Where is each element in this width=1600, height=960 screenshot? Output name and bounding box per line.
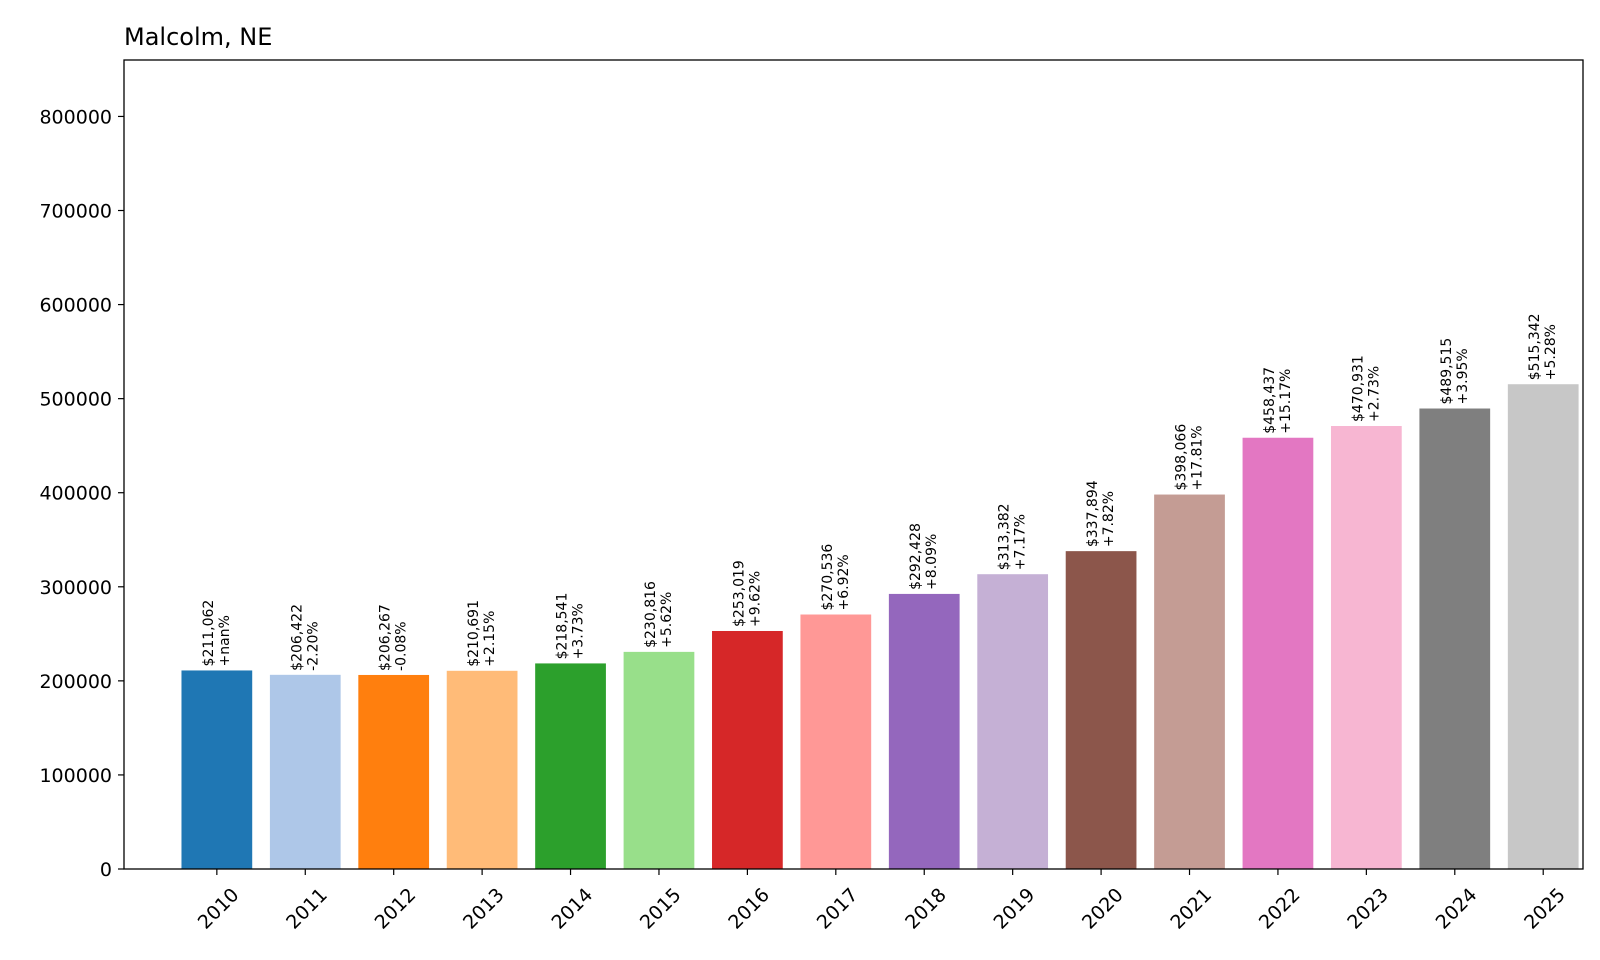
bars: [181, 384, 1579, 869]
bar: [1065, 551, 1137, 869]
bar-value-label: $253,019: [731, 560, 747, 627]
y-tick-label: 100000: [39, 765, 112, 787]
bar-value-label: $515,342: [1527, 313, 1543, 380]
bar: [446, 670, 518, 869]
bar-change-label: +6.92%: [836, 554, 852, 610]
bar-change-label: +7.17%: [1013, 514, 1029, 570]
bar-change-label: +17.81%: [1190, 425, 1206, 490]
bar: [712, 630, 783, 869]
x-tick-label: 2018: [901, 884, 951, 934]
bar: [181, 670, 253, 869]
chart-title: Malcolm, NE: [124, 23, 272, 51]
plot-frame: [123, 59, 1584, 870]
bar: [269, 674, 341, 869]
bar: [1507, 384, 1579, 869]
bar-change-label: +2.73%: [1366, 366, 1382, 422]
y-tick-label: 800000: [39, 106, 112, 128]
bar-value-label: $458,437: [1262, 367, 1278, 434]
x-tick-label: 2022: [1255, 884, 1305, 934]
bar-change-label: +15.17%: [1278, 369, 1294, 434]
bar-change-label: +3.73%: [571, 603, 587, 659]
x-tick-label: 2012: [371, 884, 421, 934]
y-tick-label: 500000: [39, 389, 112, 411]
bar-value-label: $211,062: [201, 600, 217, 667]
y-tick-label: 200000: [39, 671, 112, 693]
y-tick-label: 600000: [39, 295, 112, 317]
y-tick-label: 700000: [39, 201, 112, 223]
x-tick-label: 2024: [1432, 884, 1482, 934]
bar-value-label: $489,515: [1439, 338, 1455, 405]
x-axis: 2010 2011 2012 2013 2014 2015 2016 2017 2018 2019…: [194, 869, 1570, 934]
x-tick-label: 2017: [813, 884, 863, 934]
bar-value-label: $398,066: [1174, 424, 1190, 491]
bar-change-label: -2.20%: [305, 621, 321, 671]
x-tick-label: 2019: [990, 884, 1040, 934]
x-tick-label: 2011: [282, 884, 332, 934]
bar-value-label: $270,536: [820, 544, 836, 611]
bar: [888, 593, 960, 869]
bar-value-label: $313,382: [997, 503, 1013, 570]
bar-change-label: +8.09%: [924, 534, 940, 590]
bar: [1419, 408, 1491, 869]
bar: [1154, 494, 1225, 869]
bar-value-label: $470,931: [1350, 355, 1366, 422]
x-tick-label: 2015: [636, 884, 686, 934]
bar-change-label: +9.62%: [747, 571, 763, 627]
y-tick-label: 0: [100, 859, 112, 881]
x-tick-label: 2010: [194, 884, 244, 934]
bar-value-label: $292,428: [908, 523, 924, 590]
bar-value-label: $218,541: [555, 593, 571, 660]
x-tick-label: 2013: [459, 884, 509, 934]
bar-value-label: $337,894: [1085, 480, 1101, 547]
x-tick-label: 2016: [724, 884, 774, 934]
bar: [623, 651, 695, 869]
bar: [535, 663, 606, 869]
bar: [800, 614, 872, 869]
y-tick-label: 400000: [39, 483, 112, 505]
bar-value-label: $206,267: [378, 604, 394, 671]
bar-change-label: +2.15%: [482, 611, 498, 667]
y-axis: 0 100000 200000 300000 400000 500000 600000 700…: [39, 106, 124, 881]
bar-change-label: +5.28%: [1543, 324, 1559, 380]
bar: [977, 574, 1049, 869]
x-tick-label: 2025: [1520, 884, 1570, 934]
bar-change-label: -0.08%: [394, 621, 410, 671]
y-tick-label: 300000: [39, 577, 112, 599]
bar-change-label: +5.62%: [659, 592, 675, 648]
bar-change-label: +7.82%: [1101, 491, 1117, 547]
bar-value-label: $230,816: [643, 581, 659, 648]
x-tick-label: 2021: [1166, 884, 1216, 934]
bar-value-label: $206,422: [289, 604, 305, 671]
x-tick-label: 2023: [1343, 884, 1393, 934]
bar-change-label: +nan%: [217, 615, 233, 666]
bar: [1330, 425, 1402, 869]
bar: [358, 674, 430, 869]
x-tick-label: 2014: [547, 884, 597, 934]
bar: [1242, 437, 1314, 869]
bar-change-label: +3.95%: [1455, 348, 1471, 404]
data-labels: $211,062 +nan% $206,422 -2.20% $206,267 -0.08…: [201, 313, 1559, 671]
x-tick-label: 2020: [1078, 884, 1128, 934]
bar-value-label: $210,691: [466, 600, 482, 667]
